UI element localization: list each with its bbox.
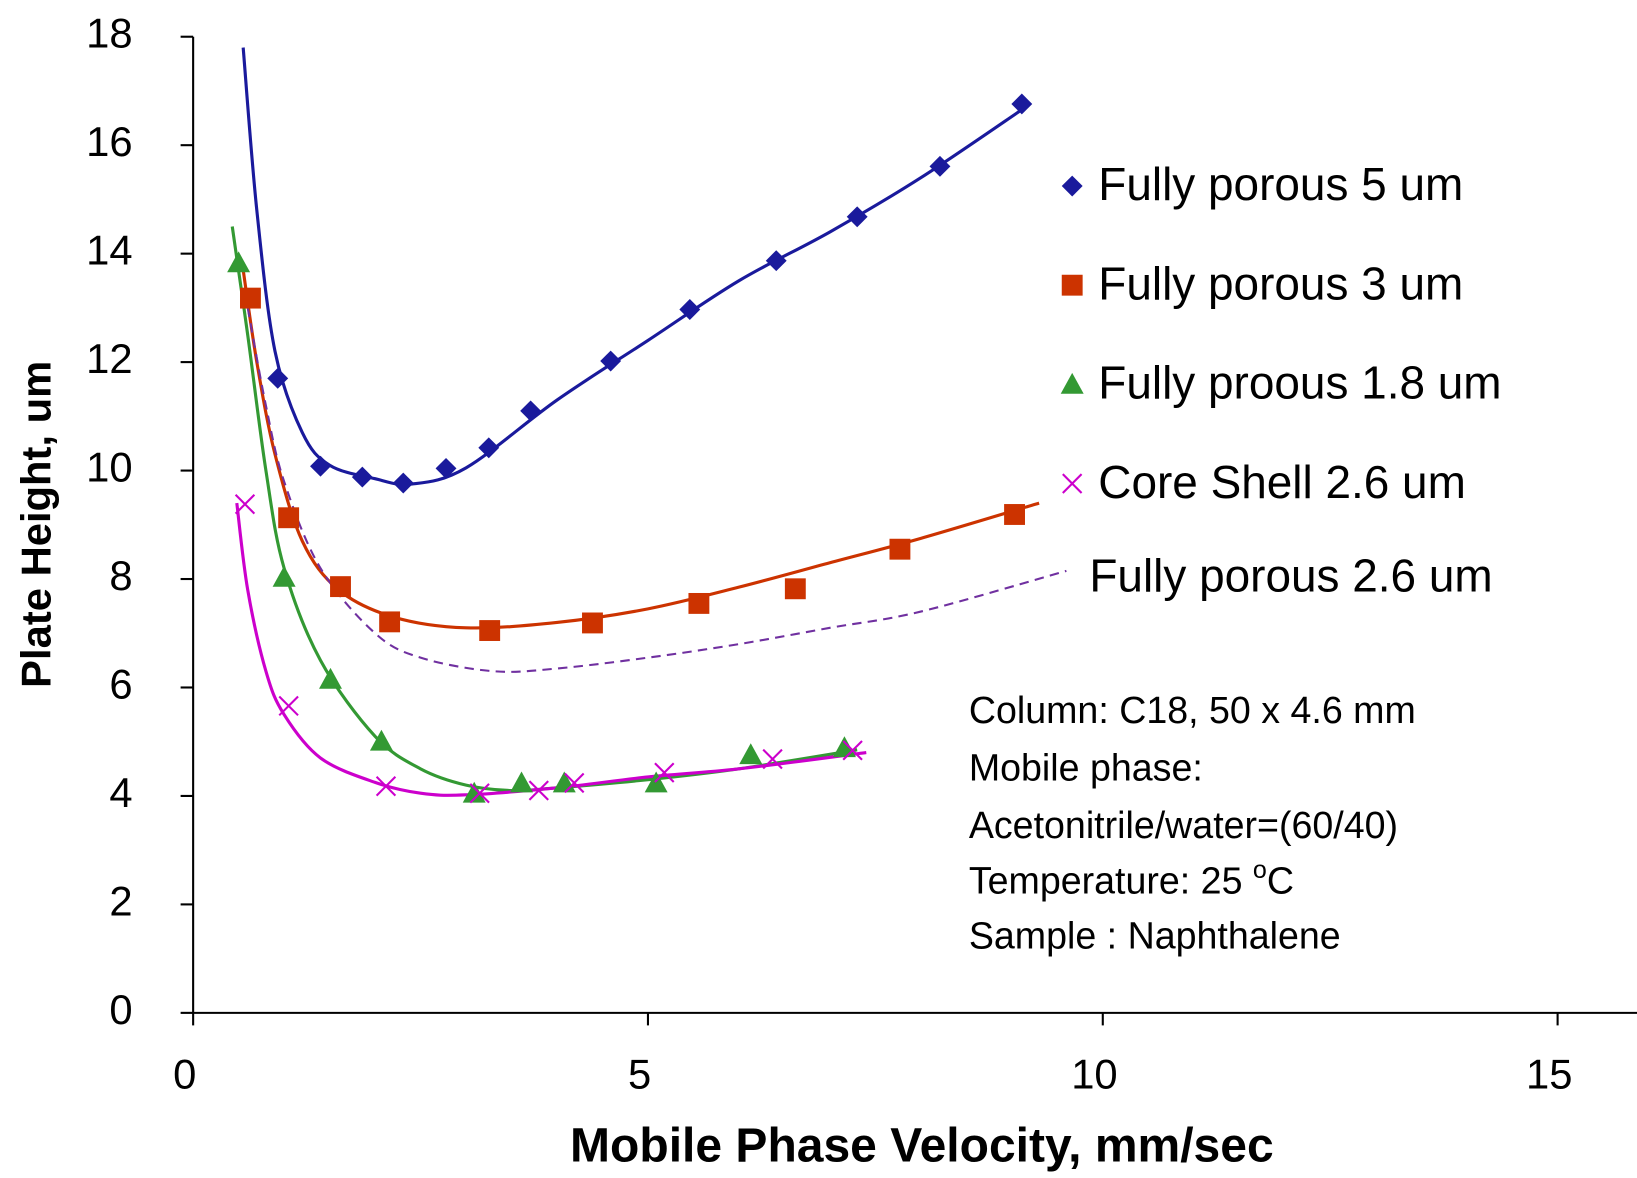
point: [582, 612, 603, 634]
y-tick-label: 16: [86, 118, 132, 165]
point: [278, 695, 299, 717]
x-tick-label: 10: [1071, 1051, 1117, 1098]
point: [739, 743, 763, 765]
point: [679, 299, 701, 320]
point: [842, 740, 863, 761]
fit-curve: [230, 226, 858, 793]
point: [435, 457, 457, 479]
point: [600, 350, 622, 372]
point: [351, 466, 373, 488]
x-tick-label: 15: [1526, 1051, 1572, 1098]
y-tick-label: 12: [86, 335, 132, 382]
annotation-text: C: [1267, 859, 1294, 901]
y-tick-label: 0: [109, 986, 132, 1033]
y-tick-label: 2: [109, 877, 132, 924]
point: [469, 783, 490, 804]
annotation-line: Temperature: 25 oC: [969, 856, 1294, 902]
y-tick-label: 14: [86, 227, 132, 274]
point: [330, 576, 351, 598]
point: [267, 367, 289, 389]
annotation-line: Mobile phase:: [969, 747, 1203, 789]
curve-label: Fully porous 2.6 um: [1089, 549, 1492, 601]
annotation-text: Temperature: 25: [969, 859, 1253, 901]
annotation: Column: C18, 50 x 4.6 mm Mobile phase: A…: [969, 689, 1416, 957]
x-tick-label: 5: [628, 1051, 651, 1098]
legend-label: Fully proous 1.8 um: [1098, 357, 1501, 409]
y-tick-label: 4: [109, 769, 132, 816]
fit-curve: [246, 307, 1067, 673]
point: [832, 736, 856, 758]
fit-curve: [241, 269, 1040, 630]
fit-curve: [241, 47, 1027, 487]
legend-marker: [1062, 473, 1083, 494]
legend-label: Fully porous 5 um: [1098, 158, 1463, 210]
point: [1004, 504, 1025, 525]
point: [272, 565, 296, 587]
y-tick-label: 6: [109, 661, 132, 708]
annotation-line: Acetonitrile/water=(60/40): [969, 804, 1398, 846]
point: [369, 729, 393, 751]
legend-marker: [1060, 372, 1084, 394]
y-axis-label: Plate Height, um: [13, 361, 60, 688]
y-tick-label: 10: [86, 444, 132, 491]
x-tick-label: 0: [173, 1051, 196, 1098]
point: [227, 251, 251, 273]
point: [479, 620, 501, 641]
point: [478, 437, 500, 459]
point: [765, 250, 787, 272]
x-axis-label: Mobile Phase Velocity, mm/sec: [570, 1119, 1274, 1172]
legend-marker: [1061, 274, 1083, 296]
point: [564, 772, 585, 794]
point: [528, 780, 549, 801]
point: [929, 155, 951, 177]
y-tick-label: 8: [109, 552, 132, 599]
point: [319, 667, 342, 689]
annotation-line: Sample : Naphthalene: [969, 915, 1341, 957]
point: [278, 507, 300, 529]
legend-label: Fully porous 3 um: [1098, 257, 1463, 309]
legend-label: Core Shell 2.6 um: [1098, 456, 1466, 508]
point: [392, 472, 414, 494]
point: [846, 206, 868, 228]
point: [240, 287, 261, 309]
point: [688, 592, 710, 614]
point: [520, 400, 542, 422]
point: [889, 538, 911, 560]
annotation-sup: o: [1253, 856, 1267, 884]
point: [784, 578, 806, 600]
point: [1011, 93, 1033, 115]
point: [510, 771, 534, 793]
legend-marker: [1061, 175, 1083, 197]
point: [762, 748, 783, 770]
point: [462, 781, 486, 803]
annotation-line: Column: C18, 50 x 4.6 mm: [969, 689, 1416, 731]
point: [234, 494, 256, 515]
point: [375, 776, 397, 797]
point: [379, 611, 401, 633]
point: [310, 455, 331, 477]
fit-curve: [235, 502, 867, 797]
point: [654, 762, 675, 783]
y-tick-label: 18: [86, 10, 132, 57]
